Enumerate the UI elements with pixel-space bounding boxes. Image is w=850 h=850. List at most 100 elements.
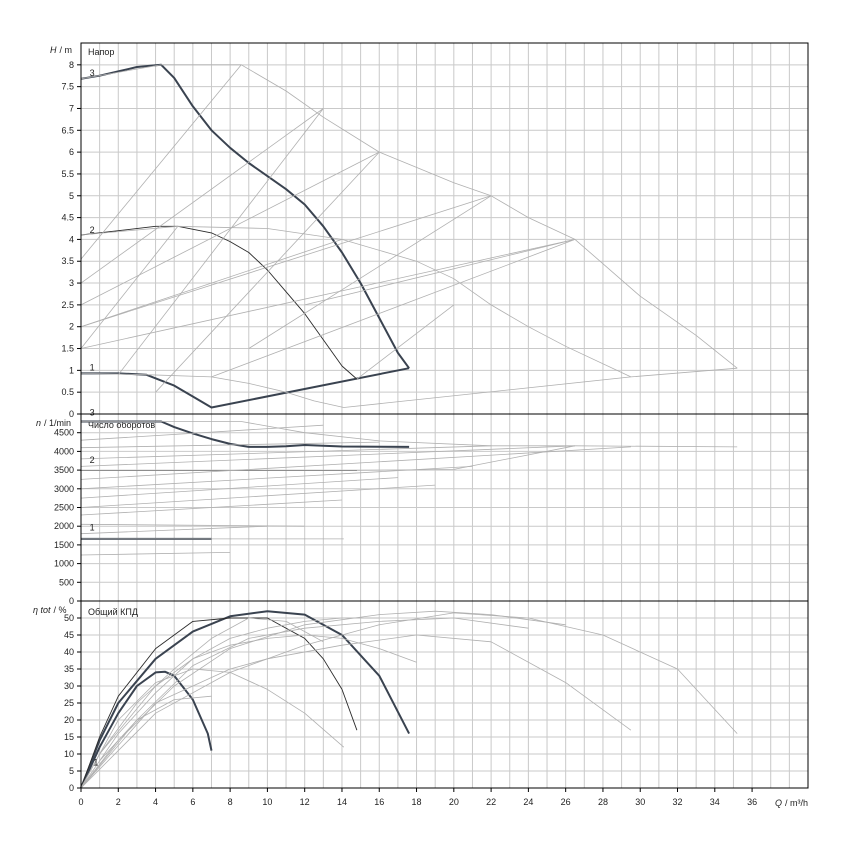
head-y-tick-label: 8	[69, 60, 74, 70]
speed-y-axis-unit: / 1/min	[44, 418, 71, 428]
speed-y-tick-label: 1000	[54, 559, 74, 569]
efficiency-y-tick-label: 30	[64, 681, 74, 691]
efficiency-y-tick-label: 25	[64, 698, 74, 708]
speed-curve-18	[80, 525, 268, 535]
head-curve-label: 2	[90, 225, 95, 235]
efficiency-y-tick-label: 0	[69, 783, 74, 793]
efficiency-x-tick-label: 10	[262, 797, 272, 807]
head-curve-2	[81, 367, 410, 409]
head-panel-title: Напор	[88, 47, 114, 57]
head-y-axis-unit: / m	[60, 45, 73, 55]
efficiency-curve-label: 1	[93, 758, 98, 768]
speed-y-tick-label: 3000	[54, 484, 74, 494]
head-y-tick-label: 6.5	[61, 125, 74, 135]
head-y-tick-label: 3	[69, 278, 74, 288]
speed-curve-12	[80, 446, 631, 480]
speed-panel-title: Число оборотов	[88, 420, 155, 430]
efficiency-y-tick-label: 35	[64, 664, 74, 674]
speed-curve-10	[80, 445, 492, 460]
head-y-tick-label: 0.5	[61, 387, 74, 397]
efficiency-curve-4	[80, 668, 345, 789]
speed-y-axis-label: n/ 1/min	[36, 418, 71, 428]
head-curve-5	[80, 225, 632, 378]
efficiency-x-tick-label: 2	[116, 797, 121, 807]
speed-y-tick-label: 4500	[54, 428, 74, 438]
head-y-tick-label: 1	[69, 365, 74, 375]
efficiency-x-tick-label: 20	[449, 797, 459, 807]
head-y-tick-label: 7	[69, 103, 74, 113]
head-y-tick-label: 6	[69, 147, 74, 157]
speed-y-axis-symbol: n	[36, 418, 41, 428]
head-y-tick-label: 2.5	[61, 300, 74, 310]
head-curve-14	[211, 239, 576, 378]
efficiency-curve-6	[80, 612, 738, 789]
head-y-tick-label: 7.5	[61, 82, 74, 92]
speed-curve-9	[80, 441, 380, 449]
efficiency-chart-panel: Общий КПД η tot / % Q / m³/h 0510152025303…	[33, 600, 809, 808]
speed-grid	[77, 414, 808, 602]
efficiency-y-axis-symbol: η tot	[33, 605, 51, 615]
speed-y-tick-label: 0	[69, 596, 74, 606]
efficiency-x-tick-label: 30	[635, 797, 645, 807]
efficiency-x-tick-label: 32	[673, 797, 683, 807]
head-y-tick-label: 3.5	[61, 256, 74, 266]
efficiency-x-tick-label: 28	[598, 797, 608, 807]
head-y-tick-label: 1.5	[61, 344, 74, 354]
speed-y-tick-label: 1500	[54, 540, 74, 550]
efficiency-y-tick-label: 20	[64, 715, 74, 725]
head-curve-11	[80, 239, 576, 349]
head-curve-label: 3	[90, 68, 95, 78]
efficiency-x-axis-label: Q / m³/h	[775, 798, 808, 808]
efficiency-curve-11	[99, 695, 212, 762]
speed-curve-16	[80, 499, 343, 516]
head-y-tick-label: 4.5	[61, 213, 74, 223]
head-y-tick-label: 5.5	[61, 169, 74, 179]
head-curve-18	[304, 239, 576, 306]
efficiency-x-tick-label: 8	[228, 797, 233, 807]
head-curve-8	[80, 108, 324, 284]
head-y-tick-label: 2	[69, 322, 74, 332]
efficiency-x-axis-unit: / m³/h	[785, 798, 808, 808]
efficiency-curve-10	[80, 617, 380, 789]
efficiency-plot-frame	[80, 600, 809, 789]
efficiency-y-axis-unit: / %	[54, 605, 67, 615]
efficiency-x-tick-label: 0	[78, 797, 83, 807]
head-curve-1	[80, 63, 410, 369]
head-y-axis-symbol: H	[50, 45, 57, 55]
speed-curve-11	[80, 445, 576, 467]
efficiency-y-tick-label: 5	[69, 766, 74, 776]
head-y-tick-label: 0	[69, 409, 74, 419]
head-y-axis-label: H / m	[50, 45, 72, 55]
head-curve-4	[80, 64, 738, 369]
speed-curve-label: 3	[90, 408, 95, 418]
speed-y-tick-label: 2500	[54, 503, 74, 513]
efficiency-x-tick-label: 24	[523, 797, 533, 807]
efficiency-grid	[77, 601, 808, 792]
head-curve-label: 1	[90, 363, 95, 373]
speed-curve-14	[80, 477, 398, 499]
speed-curve-label: 1	[90, 523, 95, 533]
speed-y-tick-label: 4000	[54, 446, 74, 456]
efficiency-y-tick-label: 50	[64, 613, 74, 623]
speed-curve-7	[80, 552, 231, 556]
head-curve-13	[80, 239, 343, 328]
efficiency-curve-1	[80, 670, 213, 789]
efficiency-curve-12	[99, 634, 417, 755]
head-curve-15	[155, 151, 380, 393]
efficiency-y-tick-label: 45	[64, 630, 74, 640]
head-curve-10	[80, 195, 492, 328]
efficiency-x-tick-label: 12	[300, 797, 310, 807]
efficiency-panel-title: Общий КПД	[88, 607, 138, 617]
speed-curve-15	[80, 484, 436, 508]
speed-curve-1	[81, 420, 410, 448]
speed-curve-17	[80, 523, 305, 527]
efficiency-x-tick-label: 16	[374, 797, 384, 807]
head-curve-17	[117, 108, 324, 375]
efficiency-x-tick-label: 6	[190, 797, 195, 807]
efficiency-x-tick-label: 36	[747, 797, 757, 807]
efficiency-y-tick-label: 40	[64, 647, 74, 657]
head-curve-7	[80, 64, 242, 260]
efficiency-curve-3	[80, 617, 358, 789]
head-y-tick-label: 4	[69, 234, 74, 244]
